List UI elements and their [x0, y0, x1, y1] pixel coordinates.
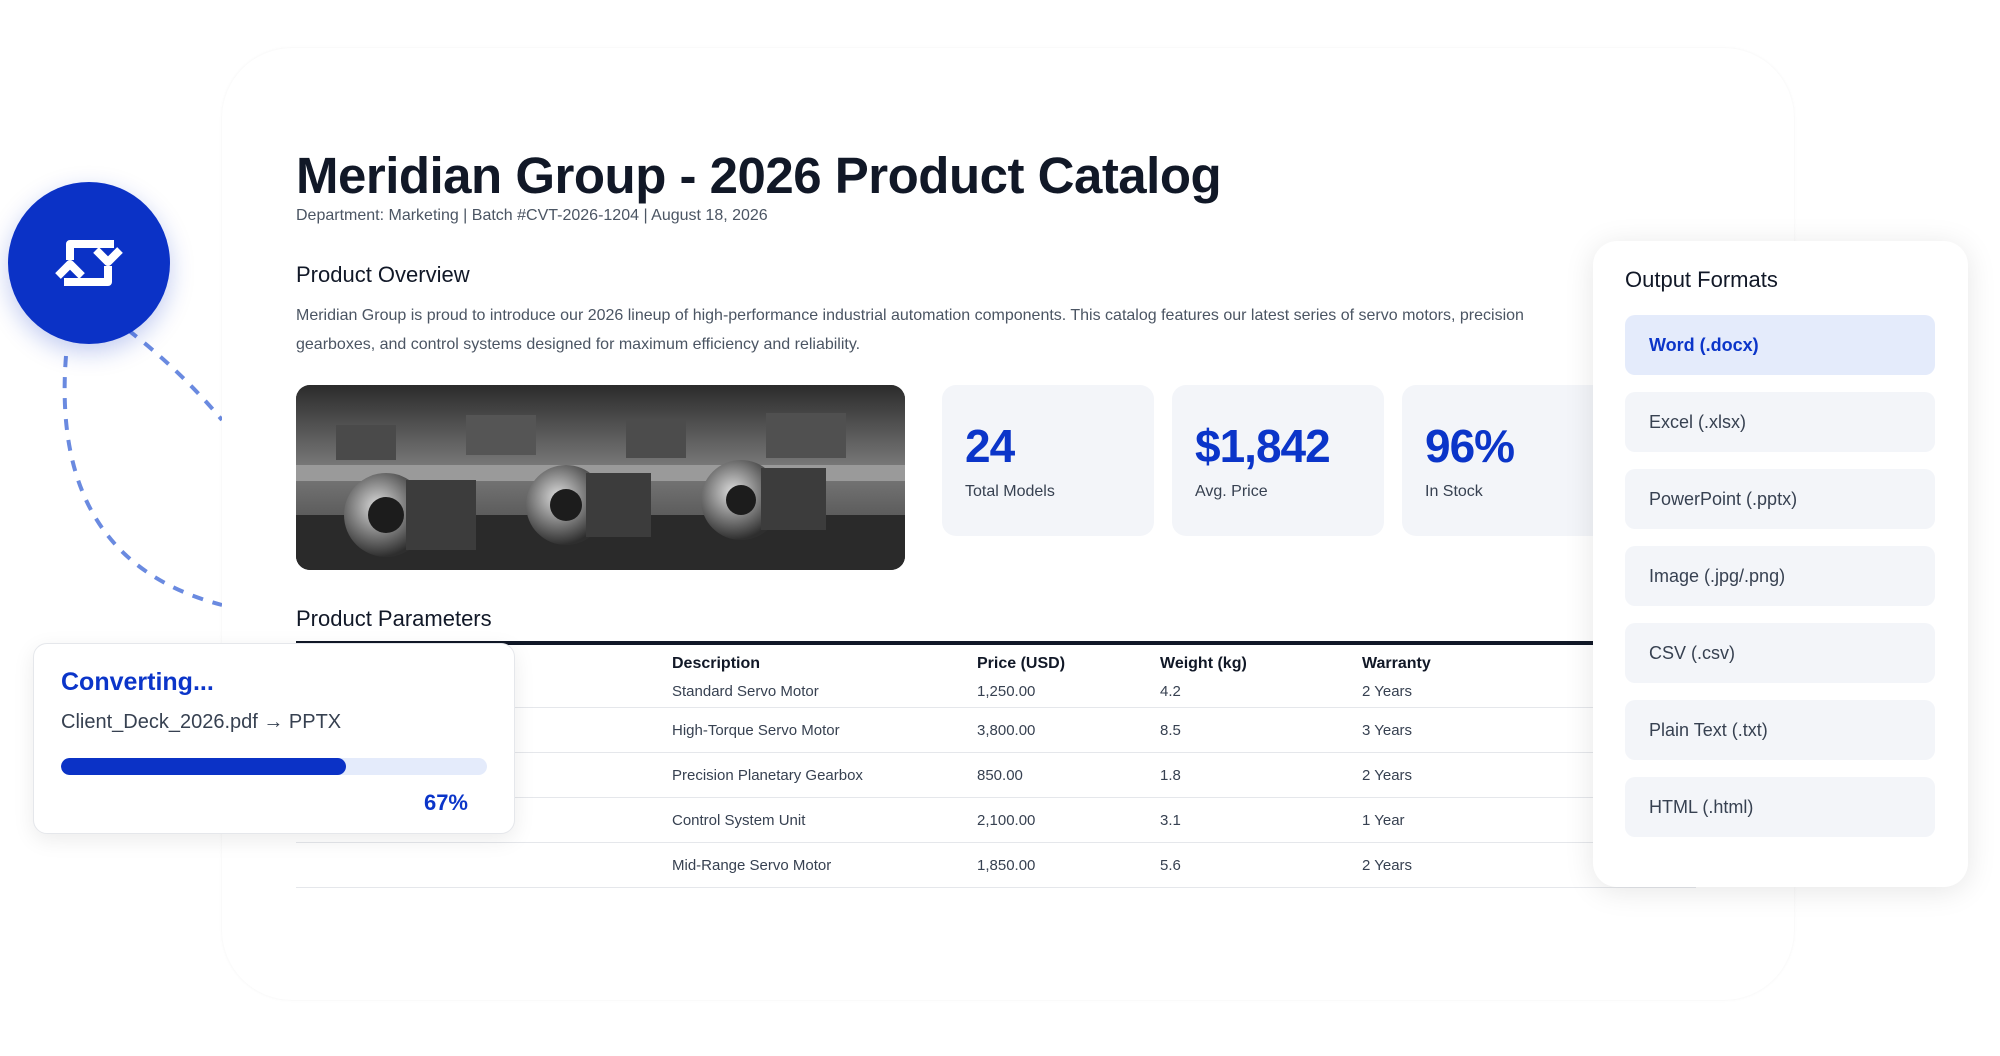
stat-value: 24: [965, 420, 1015, 472]
table-cell: 1,250.00: [971, 683, 1154, 708]
convert-arrows-icon: [55, 240, 123, 286]
conversion-file-label: Client_Deck_2026.pdf → PPTX: [61, 711, 342, 733]
format-option-powerpoint[interactable]: PowerPoint (.pptx): [1625, 469, 1935, 529]
stat-in-stock: 96% In Stock: [1402, 385, 1614, 536]
table-cell: 3.1: [1154, 797, 1356, 843]
format-option-html[interactable]: HTML (.html): [1625, 777, 1935, 837]
output-formats-heading: Output Formats: [1625, 267, 1778, 292]
format-option-csv[interactable]: CSV (.csv): [1625, 623, 1935, 683]
parameters-heading: Product Parameters: [296, 606, 492, 631]
conversion-progress-card: Converting... Client_Deck_2026.pdf → PPT…: [33, 643, 515, 834]
column-header: Weight (kg): [1160, 655, 1247, 672]
table-cell: [296, 842, 666, 888]
output-formats-panel: Output Formats Word (.docx) Excel (.xlsx…: [1593, 241, 1968, 887]
format-option-excel[interactable]: Excel (.xlsx): [1625, 392, 1935, 452]
table-cell: 850.00: [971, 752, 1154, 798]
table-cell: Precision Planetary Gearbox: [666, 752, 971, 798]
table-header-row: Model Description Price (USD) Weight (kg…: [296, 643, 1696, 683]
overview-paragraph: Meridian Group is proud to introduce our…: [296, 307, 1524, 353]
stat-label: In Stock: [1425, 483, 1483, 500]
format-option-image[interactable]: Image (.jpg/.png): [1625, 546, 1935, 606]
format-option-word[interactable]: Word (.docx): [1625, 315, 1935, 375]
progress-percent: 67%: [423, 790, 468, 815]
column-header: Warranty: [1362, 655, 1431, 672]
conversion-status: Converting...: [61, 668, 214, 696]
table-cell: Standard Servo Motor: [666, 683, 971, 708]
product-photo: [296, 385, 905, 570]
table-cell: High-Torque Servo Motor: [666, 707, 971, 753]
format-option-text[interactable]: Plain Text (.txt): [1625, 700, 1935, 760]
document-title: Meridian Group - 2026 Product Catalog: [296, 147, 1222, 204]
table-cell: 3,800.00: [971, 707, 1154, 753]
table-cell: 5.6: [1154, 842, 1356, 888]
table-cell: 1.8: [1154, 752, 1356, 798]
table-cell: Mid-Range Servo Motor: [666, 842, 971, 888]
stat-value: 96%: [1425, 420, 1515, 472]
table-cell: 4.2: [1154, 683, 1356, 708]
stat-avg-price: $1,842 Avg. Price: [1172, 385, 1384, 536]
table-cell: 2,100.00: [971, 797, 1154, 843]
stat-label: Total Models: [965, 483, 1055, 500]
stat-label: Avg. Price: [1195, 483, 1268, 500]
convert-button[interactable]: [8, 182, 170, 344]
column-header: Description: [672, 655, 761, 672]
table-cell: 8.5: [1154, 707, 1356, 753]
column-header: Price (USD): [977, 655, 1066, 672]
table-cell: Control System Unit: [666, 797, 971, 843]
overview-heading: Product Overview: [296, 262, 470, 287]
progress-bar: [61, 758, 487, 775]
table-row: Mid-Range Servo Motor 1,850.00 5.6 2 Yea…: [296, 842, 1696, 888]
stat-value: $1,842: [1195, 420, 1331, 472]
stat-total-models: 24 Total Models: [942, 385, 1154, 536]
document-subtitle: Department: Marketing | Batch #CVT-2026-…: [296, 207, 768, 224]
document-preview: Meridian Group - 2026 Product Catalog De…: [222, 48, 1794, 1000]
progress-fill: [61, 758, 347, 775]
table-cell: 1,850.00: [971, 842, 1154, 888]
